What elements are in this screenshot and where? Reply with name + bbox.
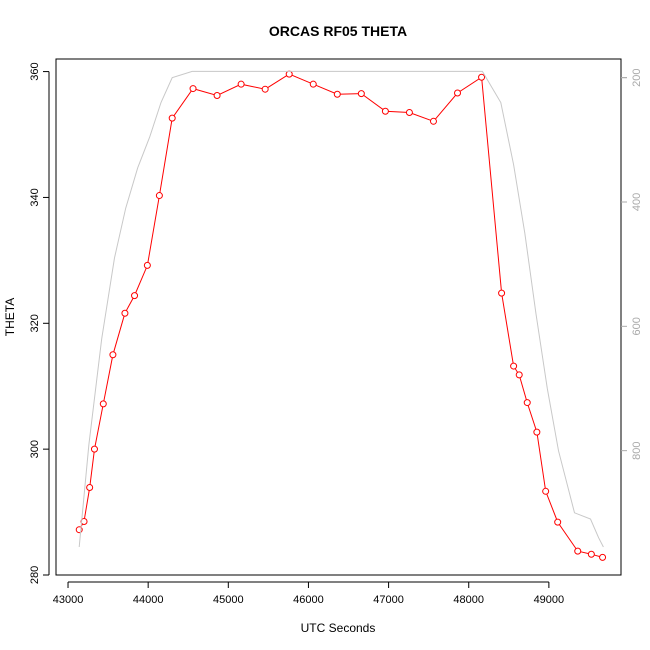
data-point xyxy=(90,445,98,453)
data-point xyxy=(261,85,269,93)
x-tick-label: 43000 xyxy=(53,594,84,606)
y2-tick-label: 400 xyxy=(631,193,643,211)
x-tick-label: 49000 xyxy=(534,594,565,606)
data-point xyxy=(213,91,221,99)
y2-axis: 200 400 600 800 xyxy=(621,68,643,460)
data-point xyxy=(599,553,607,561)
data-point xyxy=(498,289,506,297)
y-tick-label: 340 xyxy=(29,188,41,206)
data-point xyxy=(109,351,117,359)
x-axis-label: UTC Seconds xyxy=(301,621,376,635)
data-point xyxy=(533,428,541,436)
data-point xyxy=(285,70,293,78)
data-point xyxy=(99,400,107,408)
data-point xyxy=(237,80,245,88)
data-point xyxy=(478,73,486,81)
data-point xyxy=(405,108,413,116)
y-tick-label: 320 xyxy=(29,314,41,332)
data-point xyxy=(121,309,129,317)
data-point xyxy=(587,550,595,558)
data-point xyxy=(510,362,518,370)
data-point xyxy=(189,85,197,93)
data-point xyxy=(515,371,523,379)
x-tick-label: 47000 xyxy=(373,594,404,606)
series-line-left xyxy=(78,73,603,558)
data-point xyxy=(429,117,437,125)
y-tick-label: 280 xyxy=(29,566,41,584)
data-point xyxy=(554,518,562,526)
data-point xyxy=(309,80,317,88)
data-point xyxy=(542,487,550,495)
data-point xyxy=(381,107,389,115)
x-tick-label: 46000 xyxy=(293,594,324,606)
data-point xyxy=(454,89,462,97)
x-axis: 43000 44000 45000 46000 47000 48000 49000 xyxy=(53,581,565,606)
series-layer xyxy=(75,70,607,561)
series-line-right xyxy=(78,70,604,548)
y2-tick-label: 800 xyxy=(631,441,643,459)
data-point xyxy=(80,518,88,526)
data-point xyxy=(333,90,341,98)
data-point xyxy=(168,114,176,122)
x-tick-label: 48000 xyxy=(453,594,484,606)
y2-tick-label: 200 xyxy=(631,68,643,86)
plot-area xyxy=(55,58,622,576)
data-point xyxy=(131,292,139,300)
y2-tick-label: 600 xyxy=(631,317,643,335)
y-axis: 280 300 320 340 360 xyxy=(29,62,50,584)
y-tick-label: 300 xyxy=(29,440,41,458)
chart-title: ORCAS RF05 THETA xyxy=(269,23,407,39)
x-tick-label: 44000 xyxy=(133,594,164,606)
y-axis-label: THETA xyxy=(3,298,17,336)
data-point xyxy=(143,261,151,269)
data-point xyxy=(523,399,531,407)
y-tick-label: 360 xyxy=(29,62,41,80)
data-point xyxy=(86,484,94,492)
data-point xyxy=(574,547,582,555)
data-point xyxy=(357,90,365,98)
data-point xyxy=(155,192,163,200)
x-tick-label: 45000 xyxy=(213,594,244,606)
